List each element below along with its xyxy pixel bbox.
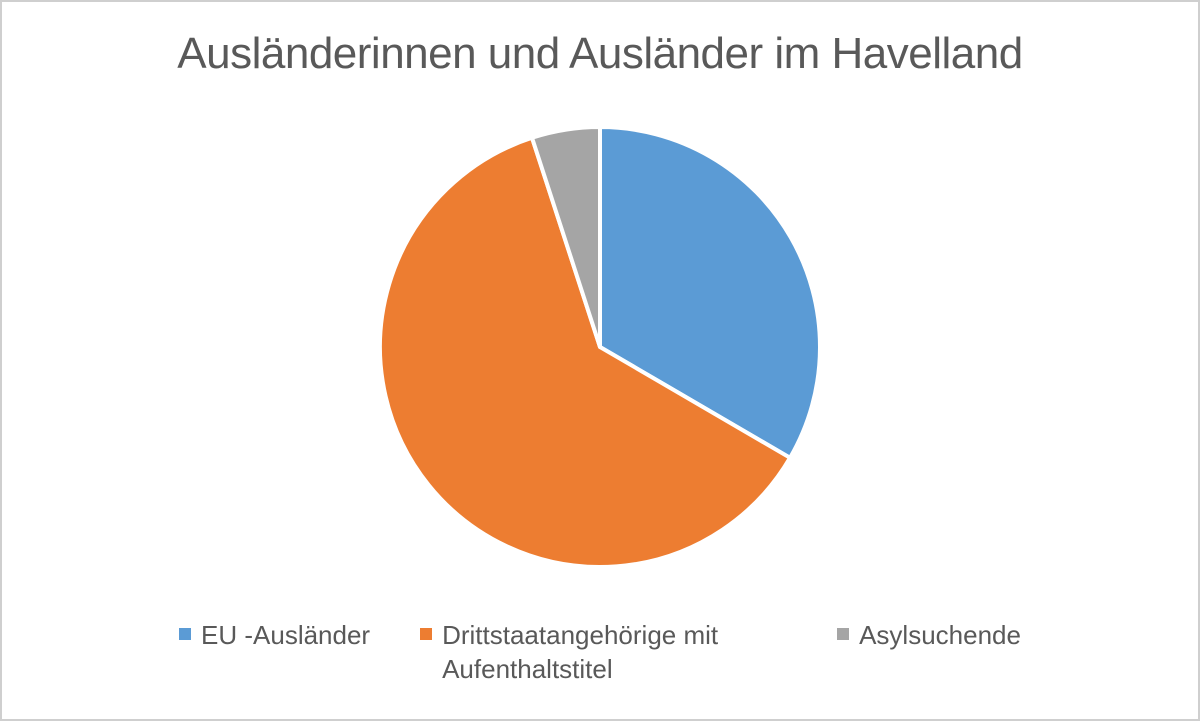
legend-label: Drittstaatangehörige mit Aufenthaltstite… bbox=[442, 620, 719, 684]
legend-label: Asylsuchende bbox=[859, 620, 1021, 650]
chart-legend: EU -Ausländer Drittstaatangehörige mit A… bbox=[2, 618, 1198, 686]
pie-slice-drittstaatangehoerige-mit-aufenthaltstitel bbox=[378, 135, 793, 569]
chart-title: Ausländerinnen und Ausländer im Havellan… bbox=[177, 29, 1023, 78]
legend-swatch-icon bbox=[420, 628, 433, 640]
legend-swatch-icon bbox=[179, 628, 192, 640]
pie-slice-eu-auslaender bbox=[598, 125, 822, 460]
legend-label: EU -Ausländer bbox=[201, 620, 371, 650]
legend-swatch-icon bbox=[837, 628, 850, 640]
legend-item-drittstaatangehoerige: Drittstaatangehörige mit Aufenthaltstite… bbox=[420, 618, 787, 686]
legend-item-eu-auslaender: EU -Ausländer bbox=[179, 618, 370, 652]
legend-item-asylsuchende: Asylsuchende bbox=[837, 618, 1021, 652]
pie-slice-asylsuchende bbox=[530, 125, 602, 349]
